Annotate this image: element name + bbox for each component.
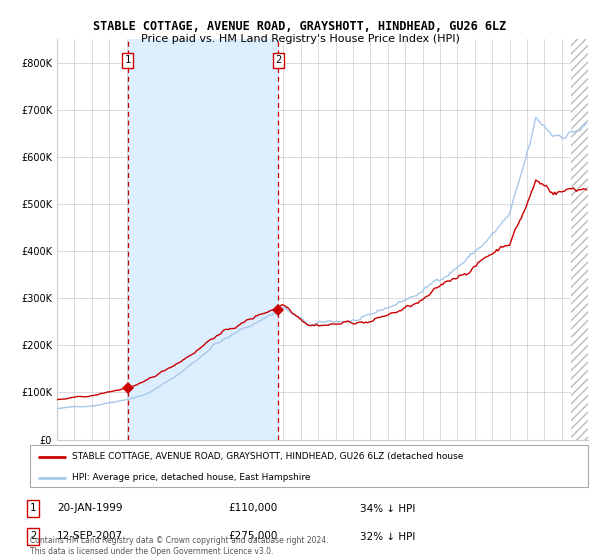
FancyBboxPatch shape xyxy=(30,445,588,487)
Text: £110,000: £110,000 xyxy=(228,503,277,514)
Text: 2: 2 xyxy=(30,531,36,542)
Text: 1: 1 xyxy=(124,55,131,65)
Text: Price paid vs. HM Land Registry's House Price Index (HPI): Price paid vs. HM Land Registry's House … xyxy=(140,34,460,44)
Text: 1: 1 xyxy=(30,503,36,514)
Text: Contains HM Land Registry data © Crown copyright and database right 2024.
This d: Contains HM Land Registry data © Crown c… xyxy=(30,536,329,556)
Bar xyxy=(571,39,588,440)
Bar xyxy=(571,39,588,440)
Text: 34% ↓ HPI: 34% ↓ HPI xyxy=(360,503,415,514)
Text: STABLE COTTAGE, AVENUE ROAD, GRAYSHOTT, HINDHEAD, GU26 6LZ: STABLE COTTAGE, AVENUE ROAD, GRAYSHOTT, … xyxy=(94,20,506,32)
Bar xyxy=(128,39,278,440)
Text: STABLE COTTAGE, AVENUE ROAD, GRAYSHOTT, HINDHEAD, GU26 6LZ (detached house: STABLE COTTAGE, AVENUE ROAD, GRAYSHOTT, … xyxy=(72,452,463,461)
Text: 32% ↓ HPI: 32% ↓ HPI xyxy=(360,531,415,542)
Text: 20-JAN-1999: 20-JAN-1999 xyxy=(57,503,122,514)
Text: 2: 2 xyxy=(275,55,281,65)
Text: £275,000: £275,000 xyxy=(228,531,277,542)
Text: 12-SEP-2007: 12-SEP-2007 xyxy=(57,531,123,542)
Text: HPI: Average price, detached house, East Hampshire: HPI: Average price, detached house, East… xyxy=(72,473,310,482)
